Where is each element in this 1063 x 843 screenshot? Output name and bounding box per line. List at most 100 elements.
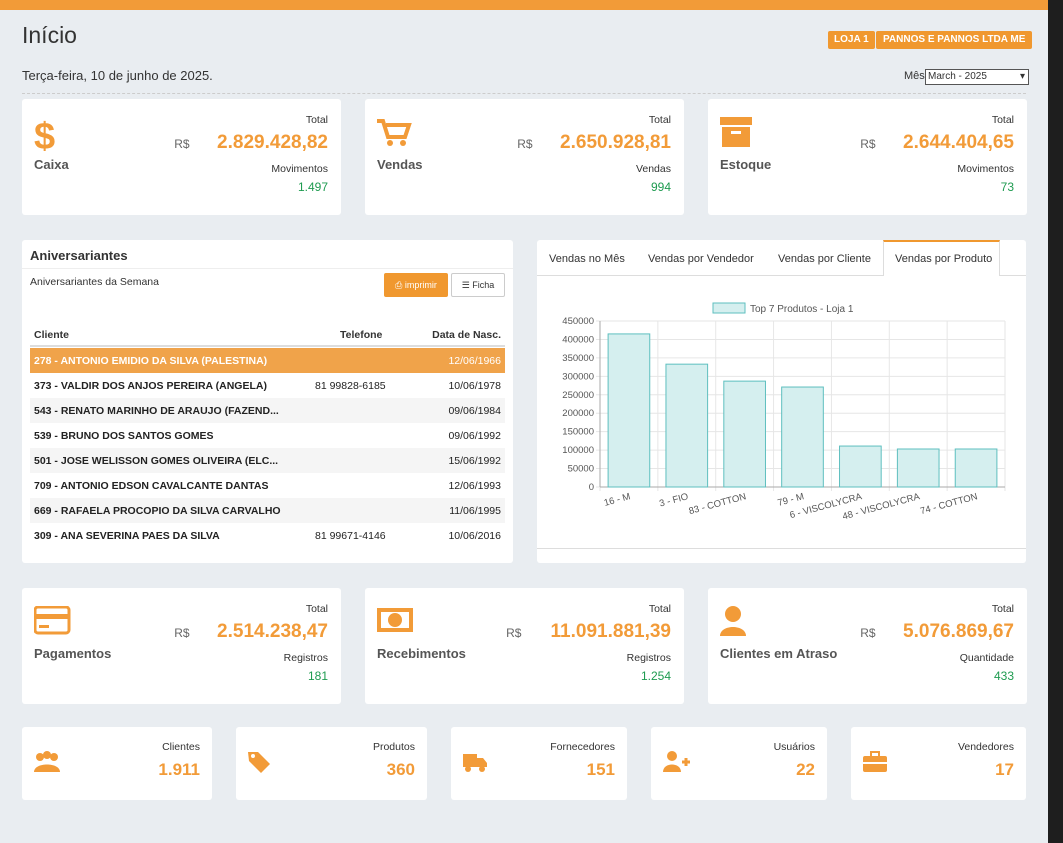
tab[interactable]: Vendas por Produto [895,253,992,265]
table-row: 278 - ANTONIO EMIDIO DA SILVA (PALESTINA… [30,348,505,373]
ficha-button[interactable]: ☰ Ficha [451,273,505,297]
stat-card: PagamentosTotalR$2.514.238,47Registros18… [22,588,341,704]
icon [720,606,760,645]
count-label: Fornecedores [550,741,615,753]
total-value: 2.829.428,82 [217,132,328,154]
tab[interactable]: Vendas por Vendedor [648,253,754,265]
count-label: Vendedores [958,741,1014,753]
count-card: Fornecedores151 [451,727,627,800]
total-label: Total [992,114,1014,126]
count-card: Vendedores 17 [851,727,1026,800]
bar [782,387,824,487]
table-row: 543 - RENATO MARINHO DE ARAUJO (FAZEND..… [30,398,505,423]
bar [666,364,708,487]
card-title: Vendas [377,157,423,172]
count-label: Usuários [774,741,815,753]
panel-subtitle: Aniversariantes da Semana [30,276,159,288]
card-title: Recebimentos [377,646,466,661]
bar [955,449,997,487]
tab[interactable]: Vendas no Mês [549,253,625,265]
y-tick-label: 150000 [562,427,594,438]
cell: 12/06/1993 [448,480,501,492]
y-tick-label: 400000 [562,334,594,345]
icon [34,750,62,779]
icon: $ [34,117,74,156]
currency: R$ [174,626,189,640]
count-label: Clientes [162,741,200,753]
date: Terça-feira, 10 de junho de 2025. [22,68,213,83]
panel-title: Aniversariantes [30,248,128,263]
sub-value: 181 [308,669,328,683]
cell: 15/06/1992 [448,455,501,467]
total-label: Total [649,603,671,615]
cell: 09/06/1984 [448,405,501,417]
icon [720,117,760,156]
sub-value: 1.254 [641,669,671,683]
column-header: Cliente [34,329,69,341]
divider [30,345,505,347]
sub-label: Movimentos [957,163,1014,175]
month-label: Mês [904,70,925,82]
table: ClienteTelefoneData de Nasc.278 - ANTONI… [30,323,505,548]
cell: 81 99828-6185 [315,380,386,392]
y-tick-label: 450000 [562,316,594,327]
legend-swatch [713,303,745,313]
total-value: 11.091.881,39 [551,621,671,643]
count-value: 1.911 [158,760,200,780]
table-row: 709 - ANTONIO EDSON CAVALCANTE DANTAS 12/… [30,473,505,498]
x-tick-label: 3 - FIO [658,491,689,509]
tab[interactable]: Vendas por Cliente [778,253,871,265]
month-select[interactable]: March - 2025▾ [925,69,1029,85]
badge[interactable]: LOJA 1 [828,31,875,49]
cell: 709 - ANTONIO EDSON CAVALCANTE DANTAS [34,480,269,492]
cell: 09/06/1992 [448,430,501,442]
chart: 0500001000001500002000002500003000003500… [537,275,1026,548]
page-title: Início [22,22,77,49]
count-card: Clientes 1.911 [22,727,212,800]
cell: 309 - ANA SEVERINA PAES DA SILVA [34,530,220,542]
total-value: 2.644.404,65 [903,132,1014,154]
icon [377,117,417,156]
y-tick-label: 350000 [562,353,594,364]
total-label: Total [992,603,1014,615]
stat-card: RecebimentosTotalR$11.091.881,39Registro… [365,588,684,704]
count-value: 22 [796,760,815,780]
button-text: Ficha [472,280,494,290]
total-value: 5.076.869,67 [903,621,1014,643]
panel-bottom-line [537,548,1026,549]
divider [22,268,513,269]
currency: R$ [860,626,875,640]
total-label: Total [649,114,671,126]
currency: R$ [174,137,189,151]
badge[interactable]: PANNOS E PANNOS LTDA ME [876,31,1032,49]
sub-value: 994 [651,180,671,194]
cell: 278 - ANTONIO EMIDIO DA SILVA (PALESTINA… [34,355,267,367]
icon [463,750,491,779]
stat-card: $CaixaTotalR$2.829.428,82Movimentos1.497 [22,99,341,215]
total-label: Total [306,114,328,126]
total-value: 2.650.928,81 [560,132,671,154]
y-tick-label: 0 [589,482,594,493]
bar [608,334,650,487]
legend-label: Top 7 Produtos - Loja 1 [750,304,854,315]
card-title: Pagamentos [34,646,111,661]
cell: 12/06/1966 [448,355,501,367]
sub-label: Vendas [636,163,671,175]
table-row: 501 - JOSE WELISSON GOMES OLIVEIRA (ELC.… [30,448,505,473]
icon [248,750,276,779]
cell: 373 - VALDIR DOS ANJOS PEREIRA (ANGELA) [34,380,267,392]
bar [724,381,766,487]
count-value: 17 [995,760,1014,780]
cell: 539 - BRUNO DOS SANTOS GOMES [34,430,214,442]
bar [897,449,939,487]
icon [377,606,417,645]
x-tick-label: 74 - COTTON [919,491,979,517]
stat-card: EstoqueTotalR$2.644.404,65Movimentos73 [708,99,1027,215]
y-tick-label: 250000 [562,390,594,401]
print-button[interactable]: ⎙ imprimir [384,273,448,297]
sub-value: 73 [1001,180,1014,194]
sub-label: Quantidade [960,652,1014,664]
stat-card: Clientes em Atraso Total R$ 5.076.869,67 Qua… [708,588,1027,704]
card-title: Clientes em Atraso [720,646,837,661]
cell: 10/06/2016 [448,530,501,542]
